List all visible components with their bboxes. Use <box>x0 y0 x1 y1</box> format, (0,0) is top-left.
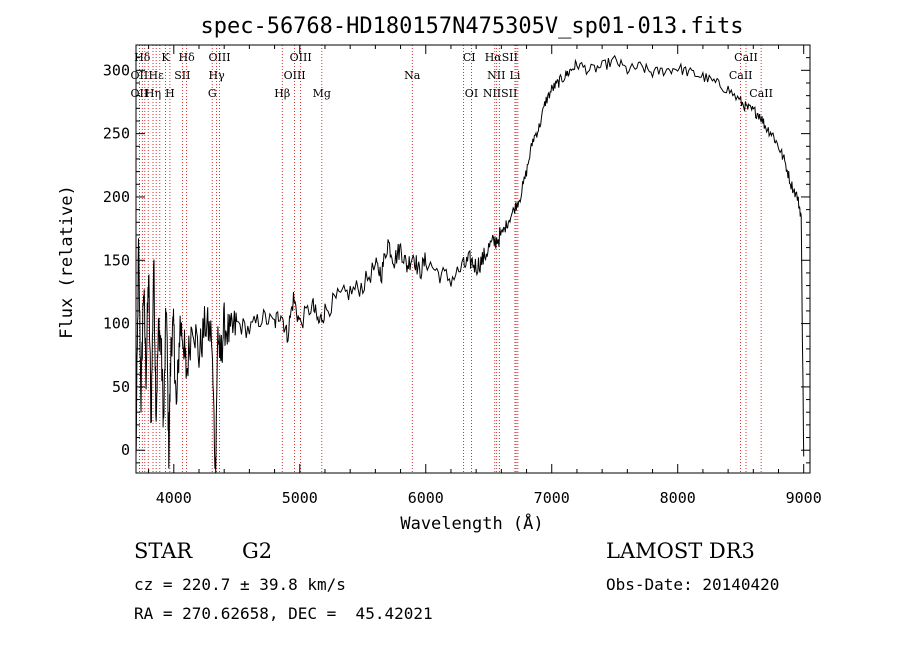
marker-label: H <box>165 87 175 100</box>
x-tick-label: 5000 <box>282 489 318 507</box>
obs-date: Obs-Date: 20140420 <box>606 575 780 594</box>
marker-label: Hη <box>145 87 161 100</box>
y-tick-label: 250 <box>103 125 130 143</box>
y-tick-label: 300 <box>103 61 130 79</box>
survey-name: LAMOST DR3 <box>606 539 755 563</box>
marker-label: Mg <box>313 87 331 100</box>
marker-label: NII <box>487 69 505 82</box>
chart-title: spec-56768-HD180157N475305V_sp01-013.fit… <box>200 14 743 39</box>
y-tick-label: 50 <box>112 378 130 396</box>
y-tick-label: 150 <box>103 251 130 269</box>
marker-label: CaII <box>734 51 758 64</box>
marker-label: CI <box>463 51 476 64</box>
x-tick-label: 7000 <box>534 489 570 507</box>
marker-label: CaII <box>749 87 773 100</box>
marker-label: Hγ <box>209 69 226 82</box>
marker-label: OI <box>465 87 478 100</box>
marker-labels: Hδ K Hδ OIII OIII CI HαSII CaII OII Hε SII Hγ OIII Na… <box>131 51 773 100</box>
marker-label: OIII <box>290 51 312 64</box>
redshift-value: cz = 220.7 ± 39.8 km/s <box>134 575 346 594</box>
marker-lines <box>139 45 762 473</box>
object-type: STAR <box>134 539 193 563</box>
plot-frame <box>135 44 811 474</box>
x-tick-label: 4000 <box>156 489 192 507</box>
marker-label: CaII <box>729 69 753 82</box>
marker-label: HαSII <box>485 51 518 64</box>
marker-label: Hε <box>149 69 165 82</box>
marker-label: NIISII <box>483 87 518 100</box>
y-tick-label: 0 <box>121 441 130 459</box>
marker-label: OIII <box>208 51 230 64</box>
marker-label: Hδ <box>179 51 196 64</box>
marker-label: G <box>208 87 217 100</box>
marker-label: Hβ <box>274 87 290 100</box>
subclass: G2 <box>242 539 273 563</box>
x-tick-label: 6000 <box>408 489 444 507</box>
y-tick-label: 100 <box>103 315 130 333</box>
marker-label: Na <box>404 69 421 82</box>
x-axis-label: Wavelength (Å) <box>400 512 543 534</box>
marker-label: OIII <box>284 69 306 82</box>
marker-label: Li <box>510 69 521 82</box>
x-tick-label: 8000 <box>660 489 696 507</box>
marker-label: K <box>161 51 170 64</box>
spectrum-line <box>135 54 805 473</box>
y-axis: 0 50 100 150 200 250 300 <box>103 57 810 464</box>
marker-label: SII <box>174 69 190 82</box>
y-tick-label: 200 <box>103 188 130 206</box>
coordinates: RA = 270.62658, DEC = 45.42021 <box>134 604 433 623</box>
plot-series <box>135 54 805 473</box>
x-tick-label: 9000 <box>786 489 822 507</box>
marker-label: OII <box>131 69 149 82</box>
y-axis-label: Flux (relative) <box>57 185 77 339</box>
marker-label: Hδ <box>134 51 151 64</box>
x-axis: 4000 5000 6000 7000 8000 9000 <box>148 45 822 507</box>
marker-label: OII <box>131 87 149 100</box>
